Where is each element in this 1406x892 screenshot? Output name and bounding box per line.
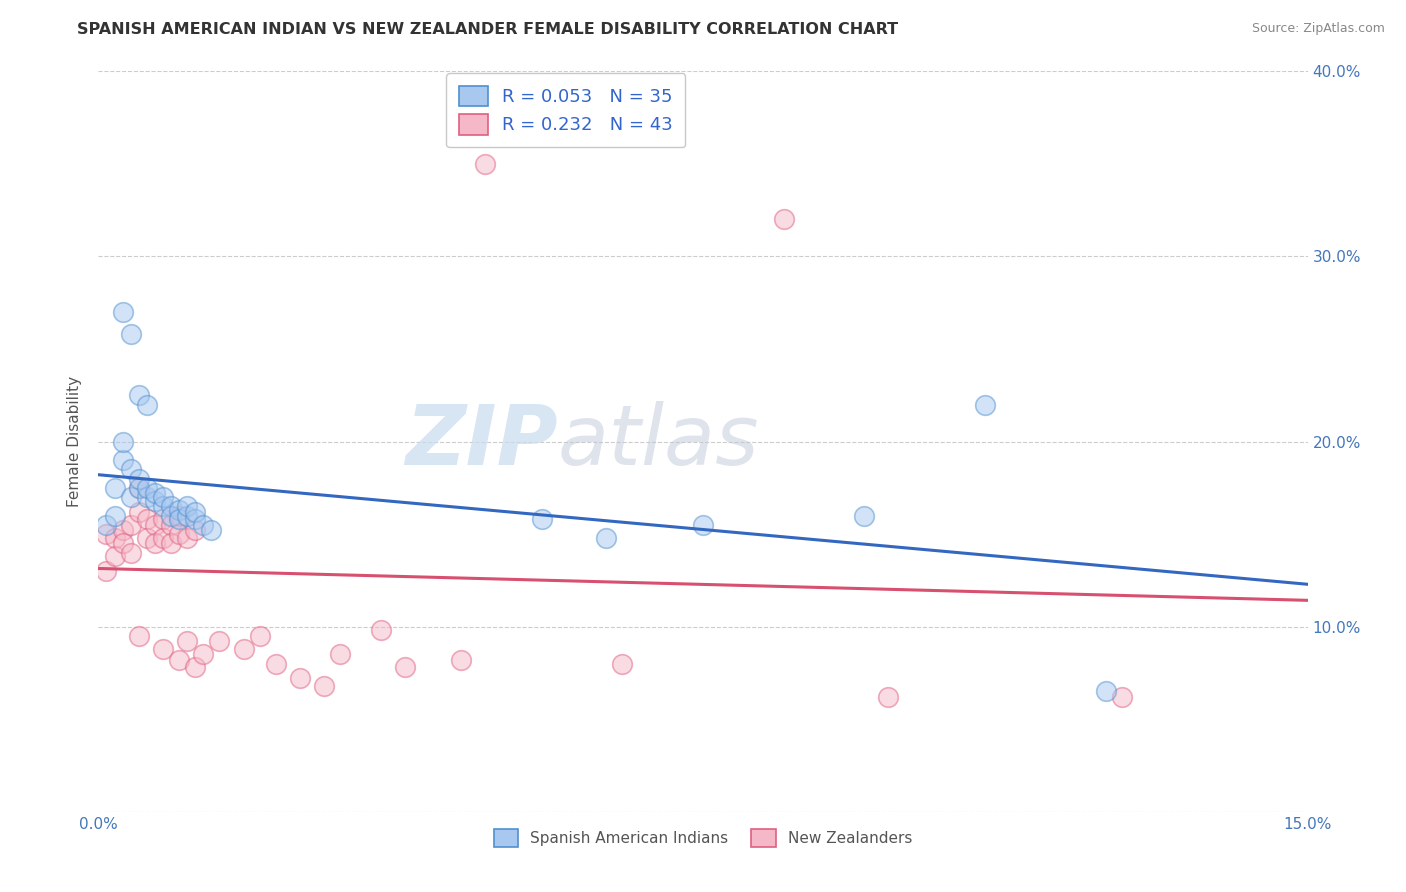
- Point: [474, 157, 496, 171]
- Point: [152, 512, 174, 526]
- Point: [152, 490, 174, 504]
- Point: [329, 648, 352, 662]
- Point: [152, 500, 174, 514]
- Point: [184, 660, 207, 674]
- Point: [128, 481, 150, 495]
- Point: [612, 657, 634, 671]
- Point: [143, 493, 166, 508]
- Point: [1111, 690, 1133, 704]
- Point: [193, 517, 215, 532]
- Point: [167, 503, 190, 517]
- Point: [111, 453, 134, 467]
- Point: [160, 508, 183, 523]
- Point: [128, 472, 150, 486]
- Point: [96, 517, 118, 532]
- Point: [314, 679, 336, 693]
- Point: [200, 524, 222, 538]
- Point: [143, 536, 166, 550]
- Point: [160, 500, 183, 514]
- Point: [160, 517, 183, 532]
- Point: [111, 524, 134, 538]
- Point: [394, 660, 416, 674]
- Text: SPANISH AMERICAN INDIAN VS NEW ZEALANDER FEMALE DISABILITY CORRELATION CHART: SPANISH AMERICAN INDIAN VS NEW ZEALANDER…: [77, 22, 898, 37]
- Point: [135, 531, 157, 545]
- Point: [249, 629, 271, 643]
- Point: [103, 549, 125, 564]
- Point: [120, 517, 142, 532]
- Point: [103, 531, 125, 545]
- Point: [176, 634, 198, 648]
- Point: [167, 653, 190, 667]
- Point: [450, 653, 472, 667]
- Point: [176, 508, 198, 523]
- Point: [176, 531, 198, 545]
- Legend: Spanish American Indians, New Zealanders: Spanish American Indians, New Zealanders: [485, 820, 921, 856]
- Point: [111, 305, 134, 319]
- Point: [167, 527, 190, 541]
- Point: [184, 512, 207, 526]
- Point: [96, 564, 118, 578]
- Point: [167, 512, 190, 526]
- Point: [143, 486, 166, 500]
- Point: [152, 531, 174, 545]
- Y-axis label: Female Disability: Female Disability: [67, 376, 83, 508]
- Point: [974, 398, 997, 412]
- Point: [692, 517, 714, 532]
- Point: [176, 500, 198, 514]
- Point: [120, 327, 142, 342]
- Point: [877, 690, 900, 704]
- Point: [193, 648, 215, 662]
- Point: [128, 629, 150, 643]
- Point: [96, 527, 118, 541]
- Point: [128, 388, 150, 402]
- Point: [595, 531, 617, 545]
- Point: [184, 505, 207, 519]
- Point: [264, 657, 287, 671]
- Point: [135, 481, 157, 495]
- Point: [143, 517, 166, 532]
- Point: [853, 508, 876, 523]
- Point: [135, 398, 157, 412]
- Text: Source: ZipAtlas.com: Source: ZipAtlas.com: [1251, 22, 1385, 36]
- Point: [128, 481, 150, 495]
- Point: [135, 490, 157, 504]
- Point: [772, 212, 794, 227]
- Point: [120, 545, 142, 560]
- Point: [167, 508, 190, 523]
- Point: [120, 490, 142, 504]
- Point: [232, 641, 254, 656]
- Point: [120, 462, 142, 476]
- Point: [370, 624, 392, 638]
- Point: [160, 536, 183, 550]
- Point: [208, 634, 231, 648]
- Point: [135, 512, 157, 526]
- Point: [111, 434, 134, 449]
- Point: [103, 481, 125, 495]
- Point: [530, 512, 553, 526]
- Point: [103, 508, 125, 523]
- Text: ZIP: ZIP: [405, 401, 558, 482]
- Text: atlas: atlas: [558, 401, 759, 482]
- Point: [111, 536, 134, 550]
- Point: [288, 672, 311, 686]
- Point: [128, 505, 150, 519]
- Point: [1095, 684, 1118, 698]
- Point: [184, 524, 207, 538]
- Point: [152, 641, 174, 656]
